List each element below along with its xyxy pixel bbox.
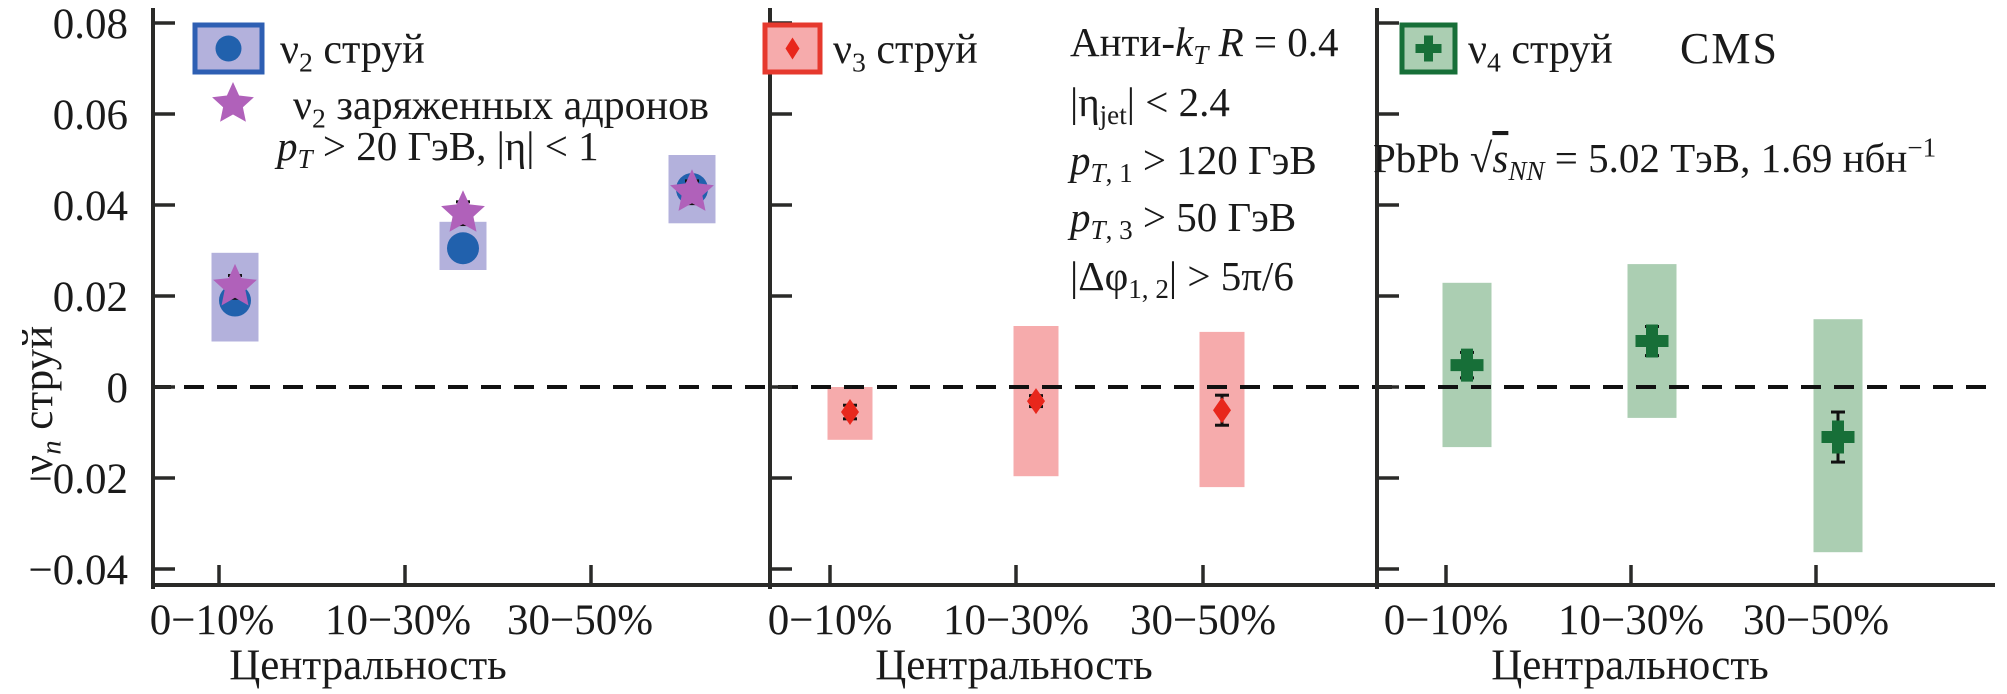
- legend-item: ν4 струй: [1399, 22, 1613, 77]
- legend-label: ν2 заряженных адронов: [293, 83, 709, 133]
- annotation-text: Анти-kT R = 0.4: [1070, 19, 1339, 70]
- circle-data-marker: [447, 232, 479, 265]
- x-tick-label: 10−30%: [1558, 597, 1704, 644]
- legend-circle-icon: [215, 35, 242, 62]
- legend-item: ν3 струй: [762, 22, 978, 77]
- legend-label: ν4 струй: [1468, 27, 1613, 77]
- diamond-data-marker: [1027, 388, 1045, 415]
- legend-item: ν2 струй: [192, 22, 425, 77]
- star-data-marker: [213, 263, 257, 306]
- annotation-text: PbPb √sNN = 5.02 ТэВ, 1.69 нбн−1: [1373, 132, 1936, 186]
- cross-data-marker: [1635, 324, 1669, 358]
- x-axis-title: Центральность: [229, 642, 507, 689]
- star-data-marker: [441, 190, 485, 232]
- x-axis-title: Центральность: [875, 642, 1153, 689]
- diamond-data-marker: [841, 399, 859, 426]
- legend-cross-icon: [1415, 35, 1442, 62]
- y-tick-label: 0: [107, 365, 129, 412]
- x-tick-label: 0−10%: [150, 597, 275, 644]
- cross-data-marker: [1821, 420, 1855, 454]
- y-tick-label: 0.06: [53, 92, 128, 139]
- x-tick-label: 30−50%: [507, 597, 653, 644]
- annotation-text: |Δφ1, 2| > 5π/6: [1070, 253, 1294, 304]
- x-tick-label: 10−30%: [325, 597, 471, 644]
- annotation-text: CMS: [1680, 24, 1779, 73]
- y-tick-label: −0.04: [28, 547, 128, 594]
- x-tick-label: 30−50%: [1743, 597, 1889, 644]
- legend-label: ν3 струй: [833, 27, 978, 77]
- y-tick-label: 0.08: [53, 1, 128, 48]
- annotation-text: pT > 20 ГэВ, |η| < 1: [274, 123, 599, 174]
- x-tick-label: 0−10%: [768, 597, 893, 644]
- cross-data-marker: [1450, 348, 1484, 382]
- y-axis-title: νn струй: [15, 326, 68, 474]
- legend-label: ν2 струй: [280, 27, 425, 77]
- y-tick-label: 0.04: [53, 183, 128, 230]
- legend-star-icon: [212, 82, 254, 122]
- legend-item: ν2 заряженных адронов: [212, 82, 709, 133]
- y-tick-label: −0.02: [28, 456, 128, 503]
- annotation-text: pT, 1 > 120 ГэВ: [1067, 137, 1317, 188]
- y-tick-label: 0.02: [53, 274, 128, 321]
- annotation-text: |ηjet| < 2.4: [1070, 79, 1230, 130]
- x-tick-label: 10−30%: [943, 597, 1089, 644]
- x-axis-title: Центральность: [1491, 642, 1769, 689]
- annotation-text: pT, 3 > 50 ГэВ: [1067, 194, 1296, 245]
- legend-diamond-icon: [785, 37, 800, 60]
- x-tick-label: 0−10%: [1384, 597, 1509, 644]
- star-data-marker: [670, 169, 714, 211]
- diamond-data-marker: [1213, 397, 1231, 424]
- x-tick-label: 30−50%: [1130, 597, 1276, 644]
